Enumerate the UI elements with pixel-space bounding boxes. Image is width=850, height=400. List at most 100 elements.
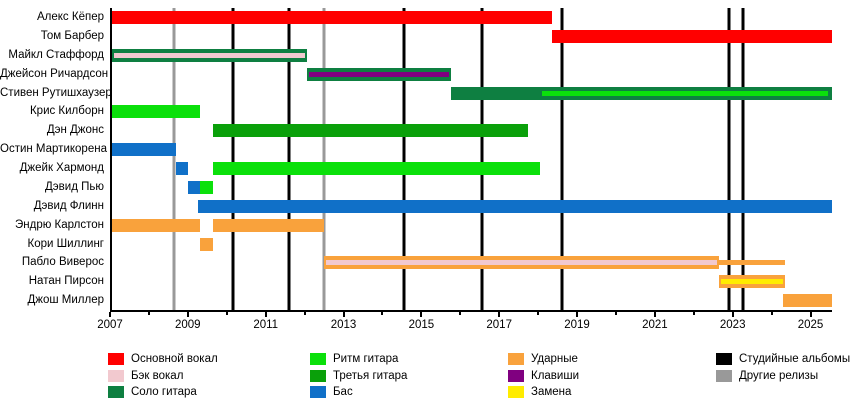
x-tick-label: 2007 <box>97 319 123 331</box>
x-major-tick <box>653 312 656 317</box>
x-tick-label: 2015 <box>408 319 435 331</box>
member-label: Джош Миллер <box>27 294 104 307</box>
other-release-line <box>322 8 326 310</box>
legend-swatch-bass <box>310 386 326 399</box>
studio-album-line <box>231 8 235 310</box>
legend-item: Клавиши <box>508 368 579 385</box>
member-label: Том Барбер <box>40 29 104 42</box>
member-label: Пабло Виверос <box>21 256 104 269</box>
x-minor-tick <box>225 312 228 315</box>
legend-swatch-rhythm_guitar <box>310 353 326 366</box>
timeline-bar-drums <box>783 294 832 308</box>
legend-item: Другие релизы <box>716 368 850 385</box>
timeline-bar-substitute <box>721 279 784 285</box>
legend-column: Ударные Клавиши Замена <box>508 351 579 400</box>
studio-album-line <box>560 8 563 310</box>
studio-album-line <box>480 8 484 310</box>
legend-label: Соло гитара <box>131 386 197 399</box>
x-minor-tick <box>381 312 384 315</box>
x-major-tick <box>809 312 812 317</box>
legend-swatch-other_releases <box>716 369 732 382</box>
legend-swatch-backing_vocals <box>108 369 124 382</box>
x-tick-label: 2009 <box>175 319 201 331</box>
legend-item: Бэк вокал <box>108 368 218 385</box>
x-tick-label: 2023 <box>719 319 746 331</box>
timeline-bar-bass <box>176 162 188 175</box>
x-tick-label: 2021 <box>642 319 668 331</box>
member-label: Джейсон Ричардсон <box>0 67 109 80</box>
timeline-bar-rhythm_guitar <box>112 105 200 119</box>
x-major-tick <box>264 312 267 317</box>
x-tick-label: 2017 <box>486 319 512 331</box>
timeline-bar-bass <box>187 180 200 194</box>
x-major-tick <box>731 312 734 317</box>
member-label: Дэвид Пью <box>45 180 104 193</box>
legend-swatch-solo_guitar <box>108 386 124 399</box>
member-label: Остин Мартикорена <box>0 143 107 156</box>
timeline-bar-drums <box>199 237 214 251</box>
other-release-line <box>172 8 176 310</box>
legend-swatch-keys <box>508 369 524 382</box>
studio-album-line <box>287 8 291 310</box>
x-major-tick <box>186 312 189 317</box>
member-label: Дэвид Флинн <box>33 199 104 212</box>
timeline-bar-bass <box>112 143 177 157</box>
legend-swatch-studio_albums <box>716 353 732 366</box>
x-minor-tick <box>303 312 306 315</box>
legend-label: Бэк вокал <box>131 369 184 382</box>
timeline-bar-rhythm_guitar <box>542 90 828 96</box>
legend-swatch-substitute <box>508 386 524 399</box>
legend-label: Клавиши <box>531 369 579 382</box>
x-major-tick <box>576 312 578 317</box>
legend: Основной вокал Бэк вокал Соло гитара Ритм г… <box>0 351 850 400</box>
x-minor-tick <box>537 312 540 315</box>
member-label: Кори Шиллинг <box>27 237 104 250</box>
studio-album-line <box>741 8 744 310</box>
timeline-bar-drums <box>719 260 786 266</box>
member-label: Майкл Стаффорд <box>8 48 104 61</box>
x-major-tick <box>420 312 423 317</box>
x-major-tick <box>342 312 345 317</box>
x-major-tick <box>498 312 501 317</box>
timeline-bar-rhythm_guitar <box>213 162 541 175</box>
timeline-bar-drums <box>112 218 200 232</box>
member-label: Натан Пирсон <box>28 275 104 288</box>
x-minor-tick <box>459 312 462 315</box>
legend-column: Студийные альбомы Другие релизы <box>716 351 850 384</box>
legend-swatch-lead_vocals <box>108 353 124 366</box>
timeline-bar-third_guitar <box>213 124 529 138</box>
legend-item: Ритм гитара <box>310 351 407 368</box>
x-tick-label: 2025 <box>797 319 824 331</box>
legend-item: Соло гитара <box>108 384 218 400</box>
legend-label: Основной вокал <box>131 353 218 366</box>
x-minor-tick <box>692 312 695 315</box>
y-axis-labels: Алекс Кёпер Том Барбер Майкл Стаффорд Джейс… <box>0 8 112 310</box>
legend-label: Ударные <box>531 353 578 366</box>
legend-label: Бас <box>333 386 353 399</box>
legend-label: Студийные альбомы <box>739 353 850 366</box>
timeline-bar-keys <box>308 71 449 77</box>
legend-item: Студийные альбомы <box>716 351 850 368</box>
legend-swatch-third_guitar <box>310 369 326 382</box>
legend-label: Ритм гитара <box>333 353 399 366</box>
timeline-bar-lead_vocals <box>112 11 552 24</box>
legend-column: Ритм гитара Третья гитара Бас <box>310 351 407 400</box>
timeline-bar-drums <box>213 218 325 232</box>
legend-swatch-drums <box>508 353 524 366</box>
member-label: Джейк Хармонд <box>19 162 104 174</box>
legend-item: Бас <box>310 384 407 400</box>
x-tick-label: 2011 <box>253 319 279 331</box>
legend-label: Замена <box>531 386 572 399</box>
member-label: Стивен Рутишхаузер <box>0 86 112 99</box>
legend-item: Ударные <box>508 351 579 368</box>
studio-album-line <box>727 8 731 310</box>
timeline-bar-lead_vocals <box>551 29 832 43</box>
member-label: Крис Килборн <box>29 105 104 118</box>
x-minor-tick <box>770 312 773 315</box>
legend-item: Третья гитара <box>310 368 407 385</box>
x-axis: 2007 2009 2011 2013 2015 2017 2019 2021 2023 2025 <box>97 312 832 342</box>
plot-area <box>110 8 832 312</box>
x-major-tick <box>109 312 111 317</box>
legend-label: Третья гитара <box>333 369 408 382</box>
